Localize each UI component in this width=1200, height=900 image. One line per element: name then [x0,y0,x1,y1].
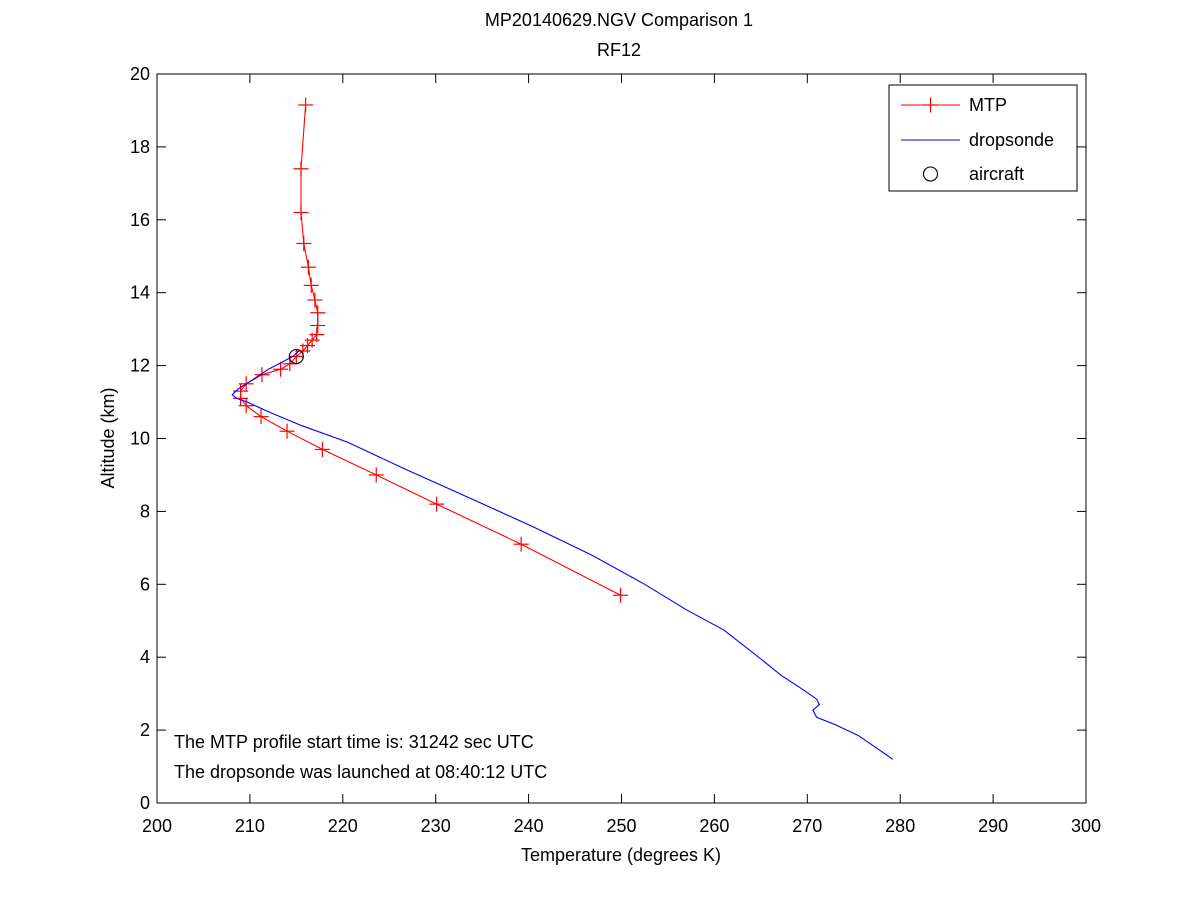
x-tick-label: 210 [235,816,265,836]
x-tick-label: 260 [699,816,729,836]
legend-box [888,84,1078,192]
mtp-point [298,97,314,113]
series-layer [231,97,894,760]
mtp-point [613,587,629,603]
legend-label-dropsonde: dropsonde [969,130,1054,150]
legend: MTP dropsonde aircraft [888,84,1078,192]
mtp-point [279,423,295,439]
annotation-launch-time: The dropsonde was launched at 08:40:12 U… [174,762,547,782]
annotation-start-time: The MTP profile start time is: 31242 sec… [174,732,534,752]
y-tick-label: 4 [140,647,150,667]
y-tick-label: 20 [130,64,150,84]
legend-item-aircraft: aircraft [922,164,1024,184]
legend-label-aircraft: aircraft [969,164,1024,184]
x-tick-label: 250 [606,816,636,836]
mtp-point [293,161,309,177]
mtp-point [254,367,270,383]
mtp-point [368,467,384,483]
mtp-point [513,536,529,552]
x-tick-label: 230 [421,816,451,836]
mtp-point [288,348,304,364]
mtp-point [238,398,254,414]
y-tick-label: 14 [130,283,150,303]
legend-items: MTP dropsonde aircraft [901,95,1054,184]
mtp-point [300,259,316,275]
dropsonde-line [231,350,894,760]
mtp-point [310,305,326,321]
x-axis-label: Temperature (degrees K) [521,845,721,865]
plot-area [157,74,1086,803]
y-tick-label: 6 [140,574,150,594]
legend-item-mtp: MTP [901,95,1007,115]
x-tick-label: 220 [328,816,358,836]
legend-swatch-marker [923,97,938,113]
y-tick-labels: 0 2 4 6 8 10 12 14 16 18 20 [130,64,150,813]
mtp-point [429,496,445,512]
mtp-point [296,235,312,251]
x-tick-labels: 200 210 220 230 240 250 260 270 280 290 300 [142,816,1101,836]
mtp-line [240,104,621,596]
y-tick-label: 10 [130,429,150,449]
x-tick-label: 280 [885,816,915,836]
mtp-point [303,277,319,293]
y-tick-label: 18 [130,137,150,157]
y-tick-label: 16 [130,210,150,230]
mtp-point [293,205,309,221]
y-axis-label: Altitude (km) [98,387,118,488]
chart-subtitle: RF12 [597,40,641,60]
mtp-point [310,318,326,334]
aircraft-point [288,348,304,365]
legend-item-dropsonde: dropsonde [901,130,1054,150]
y-tick-label: 8 [140,501,150,521]
mtp-point [314,441,330,457]
x-tick-label: 270 [792,816,822,836]
legend-label-mtp: MTP [969,95,1007,115]
y-tick-label: 12 [130,356,150,376]
y-tick-label: 0 [140,793,150,813]
plot-frame [156,73,1087,804]
mtp-point [253,409,269,425]
legend-swatch-marker [922,166,939,182]
x-tick-label: 290 [978,816,1008,836]
x-tick-label: 240 [514,816,544,836]
x-tick-label: 300 [1071,816,1101,836]
y-tick-label: 2 [140,720,150,740]
x-tick-label: 200 [142,816,172,836]
chart-title: MP20140629.NGV Comparison 1 [485,10,753,30]
mtp-point [273,361,289,377]
mtp-point [307,292,323,308]
